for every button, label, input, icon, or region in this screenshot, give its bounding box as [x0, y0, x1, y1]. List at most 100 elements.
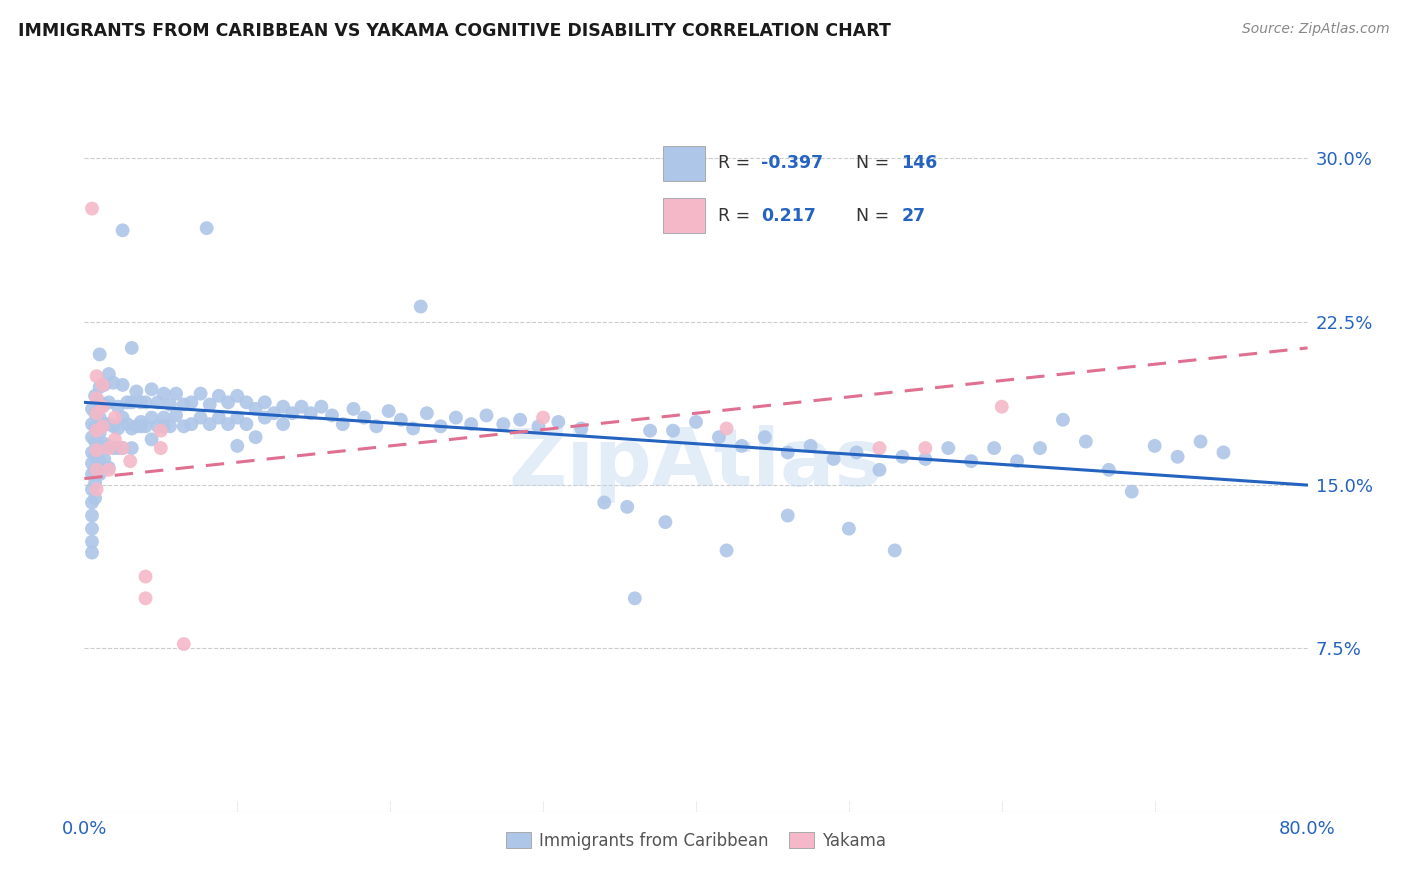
Point	[135, 395, 157, 409]
Point	[86, 483, 108, 497]
Point	[527, 419, 550, 434]
Point	[125, 419, 148, 434]
Point	[97, 460, 120, 475]
Point	[1098, 463, 1121, 477]
Point	[311, 400, 333, 414]
Point	[173, 398, 195, 412]
Point	[1121, 484, 1143, 499]
Point	[389, 413, 412, 427]
Point	[1052, 413, 1074, 427]
Point	[93, 436, 115, 450]
Point	[366, 419, 388, 434]
Point	[409, 300, 432, 314]
Point	[800, 439, 823, 453]
Point	[84, 491, 107, 505]
Point	[845, 445, 868, 459]
Point	[838, 522, 860, 536]
Point	[91, 400, 114, 414]
Point	[444, 410, 467, 425]
Text: 27: 27	[901, 207, 925, 225]
Point	[654, 515, 676, 529]
Point	[1189, 434, 1212, 449]
Point	[429, 419, 451, 434]
Text: Source: ZipAtlas.com: Source: ZipAtlas.com	[1241, 22, 1389, 37]
Point	[86, 463, 108, 477]
Point	[89, 425, 111, 440]
Point	[89, 467, 111, 482]
Point	[342, 401, 364, 416]
Point	[173, 637, 195, 651]
Point	[217, 395, 239, 409]
Point	[531, 410, 554, 425]
Point	[332, 417, 354, 431]
Point	[685, 415, 707, 429]
Text: IMMIGRANTS FROM CARIBBEAN VS YAKAMA COGNITIVE DISABILITY CORRELATION CHART: IMMIGRANTS FROM CARIBBEAN VS YAKAMA COGN…	[18, 22, 891, 40]
Point	[86, 391, 108, 405]
Point	[97, 439, 120, 453]
Point	[115, 417, 138, 431]
Point	[125, 384, 148, 399]
Point	[103, 419, 125, 434]
Point	[226, 389, 249, 403]
Point	[1005, 454, 1028, 468]
Point	[89, 454, 111, 468]
Point	[80, 508, 103, 523]
Point	[226, 439, 249, 453]
Point	[1212, 445, 1234, 459]
Point	[84, 450, 107, 464]
Point	[321, 409, 343, 423]
Point	[86, 406, 108, 420]
Legend: Immigrants from Caribbean, Yakama: Immigrants from Caribbean, Yakama	[499, 825, 893, 856]
Point	[153, 419, 176, 434]
Point	[281, 406, 304, 420]
Point	[121, 441, 143, 455]
Point	[80, 456, 103, 470]
Point	[914, 441, 936, 455]
Point	[353, 410, 375, 425]
Point	[129, 395, 152, 409]
Point	[960, 454, 983, 468]
Point	[616, 500, 638, 514]
Point	[91, 419, 114, 434]
Point	[111, 223, 134, 237]
Point	[271, 417, 294, 431]
Point	[146, 419, 169, 434]
Point	[115, 395, 138, 409]
Point	[80, 483, 103, 497]
Point	[475, 409, 498, 423]
Point	[180, 395, 202, 409]
Point	[141, 382, 163, 396]
Point	[129, 415, 152, 429]
Point	[149, 441, 172, 455]
Point	[111, 410, 134, 425]
Point	[936, 441, 959, 455]
Point	[153, 410, 176, 425]
Text: N =: N =	[856, 154, 894, 172]
Point	[93, 417, 115, 431]
Point	[707, 430, 730, 444]
Point	[991, 400, 1014, 414]
Point	[107, 400, 129, 414]
Point	[983, 441, 1005, 455]
Text: N =: N =	[856, 207, 894, 225]
Point	[97, 463, 120, 477]
Point	[97, 417, 120, 431]
Point	[547, 415, 569, 429]
Point	[89, 380, 111, 394]
Point	[869, 463, 891, 477]
Point	[80, 430, 103, 444]
Point	[624, 591, 647, 606]
Point	[869, 441, 891, 455]
Point	[245, 430, 267, 444]
Point	[263, 406, 285, 420]
Point	[80, 401, 103, 416]
Point	[190, 410, 212, 425]
Bar	[662, 198, 706, 234]
Bar	[662, 145, 706, 181]
Point	[80, 534, 103, 549]
Point	[103, 376, 125, 390]
Point	[891, 450, 914, 464]
Point	[80, 445, 103, 459]
Point	[120, 454, 142, 468]
Point	[290, 400, 312, 414]
